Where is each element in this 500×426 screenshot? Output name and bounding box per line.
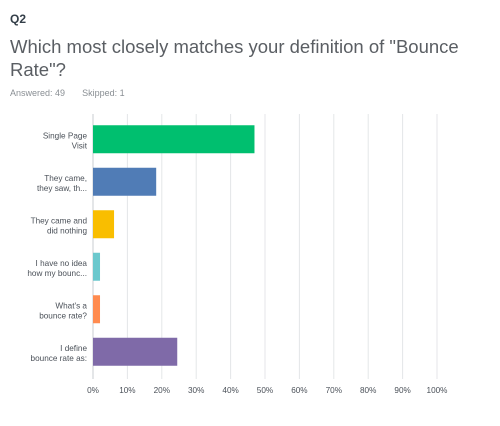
x-tick-label: 50% [257,386,273,395]
x-tick-label: 30% [188,386,204,395]
bar [93,337,178,366]
answered-count: 49 [55,88,66,98]
x-tick-label: 20% [154,386,170,395]
x-tick-label: 70% [326,386,342,395]
x-tick-label: 80% [360,386,376,395]
category-label: They came and did nothing [31,216,88,235]
bar [93,252,101,281]
response-stats: Answered: 49 Skipped: 1 [10,88,125,98]
category-label: Single Page Visit [43,131,88,150]
answered-label: Answered: [10,88,53,98]
skipped-count: 1 [119,88,125,98]
x-tick-label: 100% [427,386,448,395]
x-tick-label: 0% [87,386,99,395]
bar [93,167,157,196]
bar [93,295,101,324]
question-title: Which most closely matches your definiti… [10,36,459,80]
skipped-label: Skipped: [82,88,118,98]
bar [93,125,255,154]
question-number: Q2 [10,12,27,26]
x-tick-label: 40% [222,386,238,395]
x-tick-label: 60% [291,386,307,395]
category-label: They came, they saw, th... [37,174,87,193]
bar [93,210,115,239]
category-label: I define bounce rate as: [31,344,88,363]
category-label: I have no idea how my bounc... [27,259,87,278]
x-tick-label: 90% [394,386,410,395]
x-tick-label: 10% [119,386,135,395]
category-label: What's a bounce rate? [39,301,87,320]
